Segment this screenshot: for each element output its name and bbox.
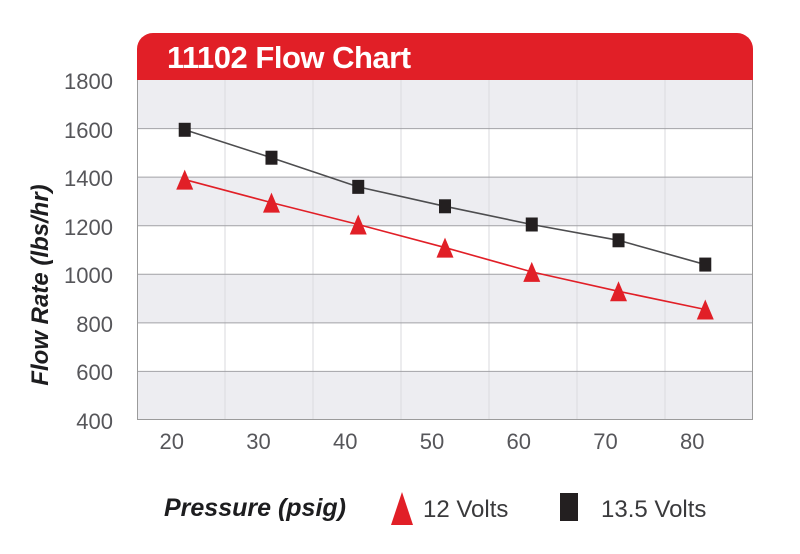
y-tick-label: 400	[76, 409, 113, 434]
y-tick-label: 600	[76, 360, 113, 386]
y-tick-label: 1000	[64, 263, 113, 289]
y-tick-label: 1200	[64, 214, 113, 240]
x-tick-label: 20	[159, 429, 184, 454]
y-tick-label: 1800	[64, 69, 113, 94]
y-tick-label: 1400	[64, 166, 113, 192]
x-tick-label: 50	[419, 429, 445, 454]
y-tick-label: 1600	[64, 117, 113, 143]
triangle-marker-icon	[391, 492, 413, 525]
square-marker-icon	[560, 493, 578, 521]
flow-chart-svg	[137, 80, 753, 420]
x-tick-label: 60	[506, 429, 531, 454]
x-tick-label: 30	[246, 429, 271, 454]
x-tick-label: 70	[593, 429, 618, 454]
x-tick-label: 80	[680, 429, 705, 454]
y-tick-label: 800	[76, 311, 113, 337]
chart-title: 11102 Flow Chart	[167, 40, 411, 75]
x-axis-title: Pressure (psig)	[164, 494, 347, 522]
legend-label-13-5v: 13.5 Volts	[601, 496, 707, 523]
x-tick-label: 40	[332, 429, 358, 454]
title-banner: 11102 Flow Chart	[137, 33, 753, 80]
legend-label-12v: 12 Volts	[423, 496, 509, 523]
plot-area	[137, 80, 753, 420]
y-axis-title: Flow Rate (lbs/hr)	[27, 184, 54, 386]
